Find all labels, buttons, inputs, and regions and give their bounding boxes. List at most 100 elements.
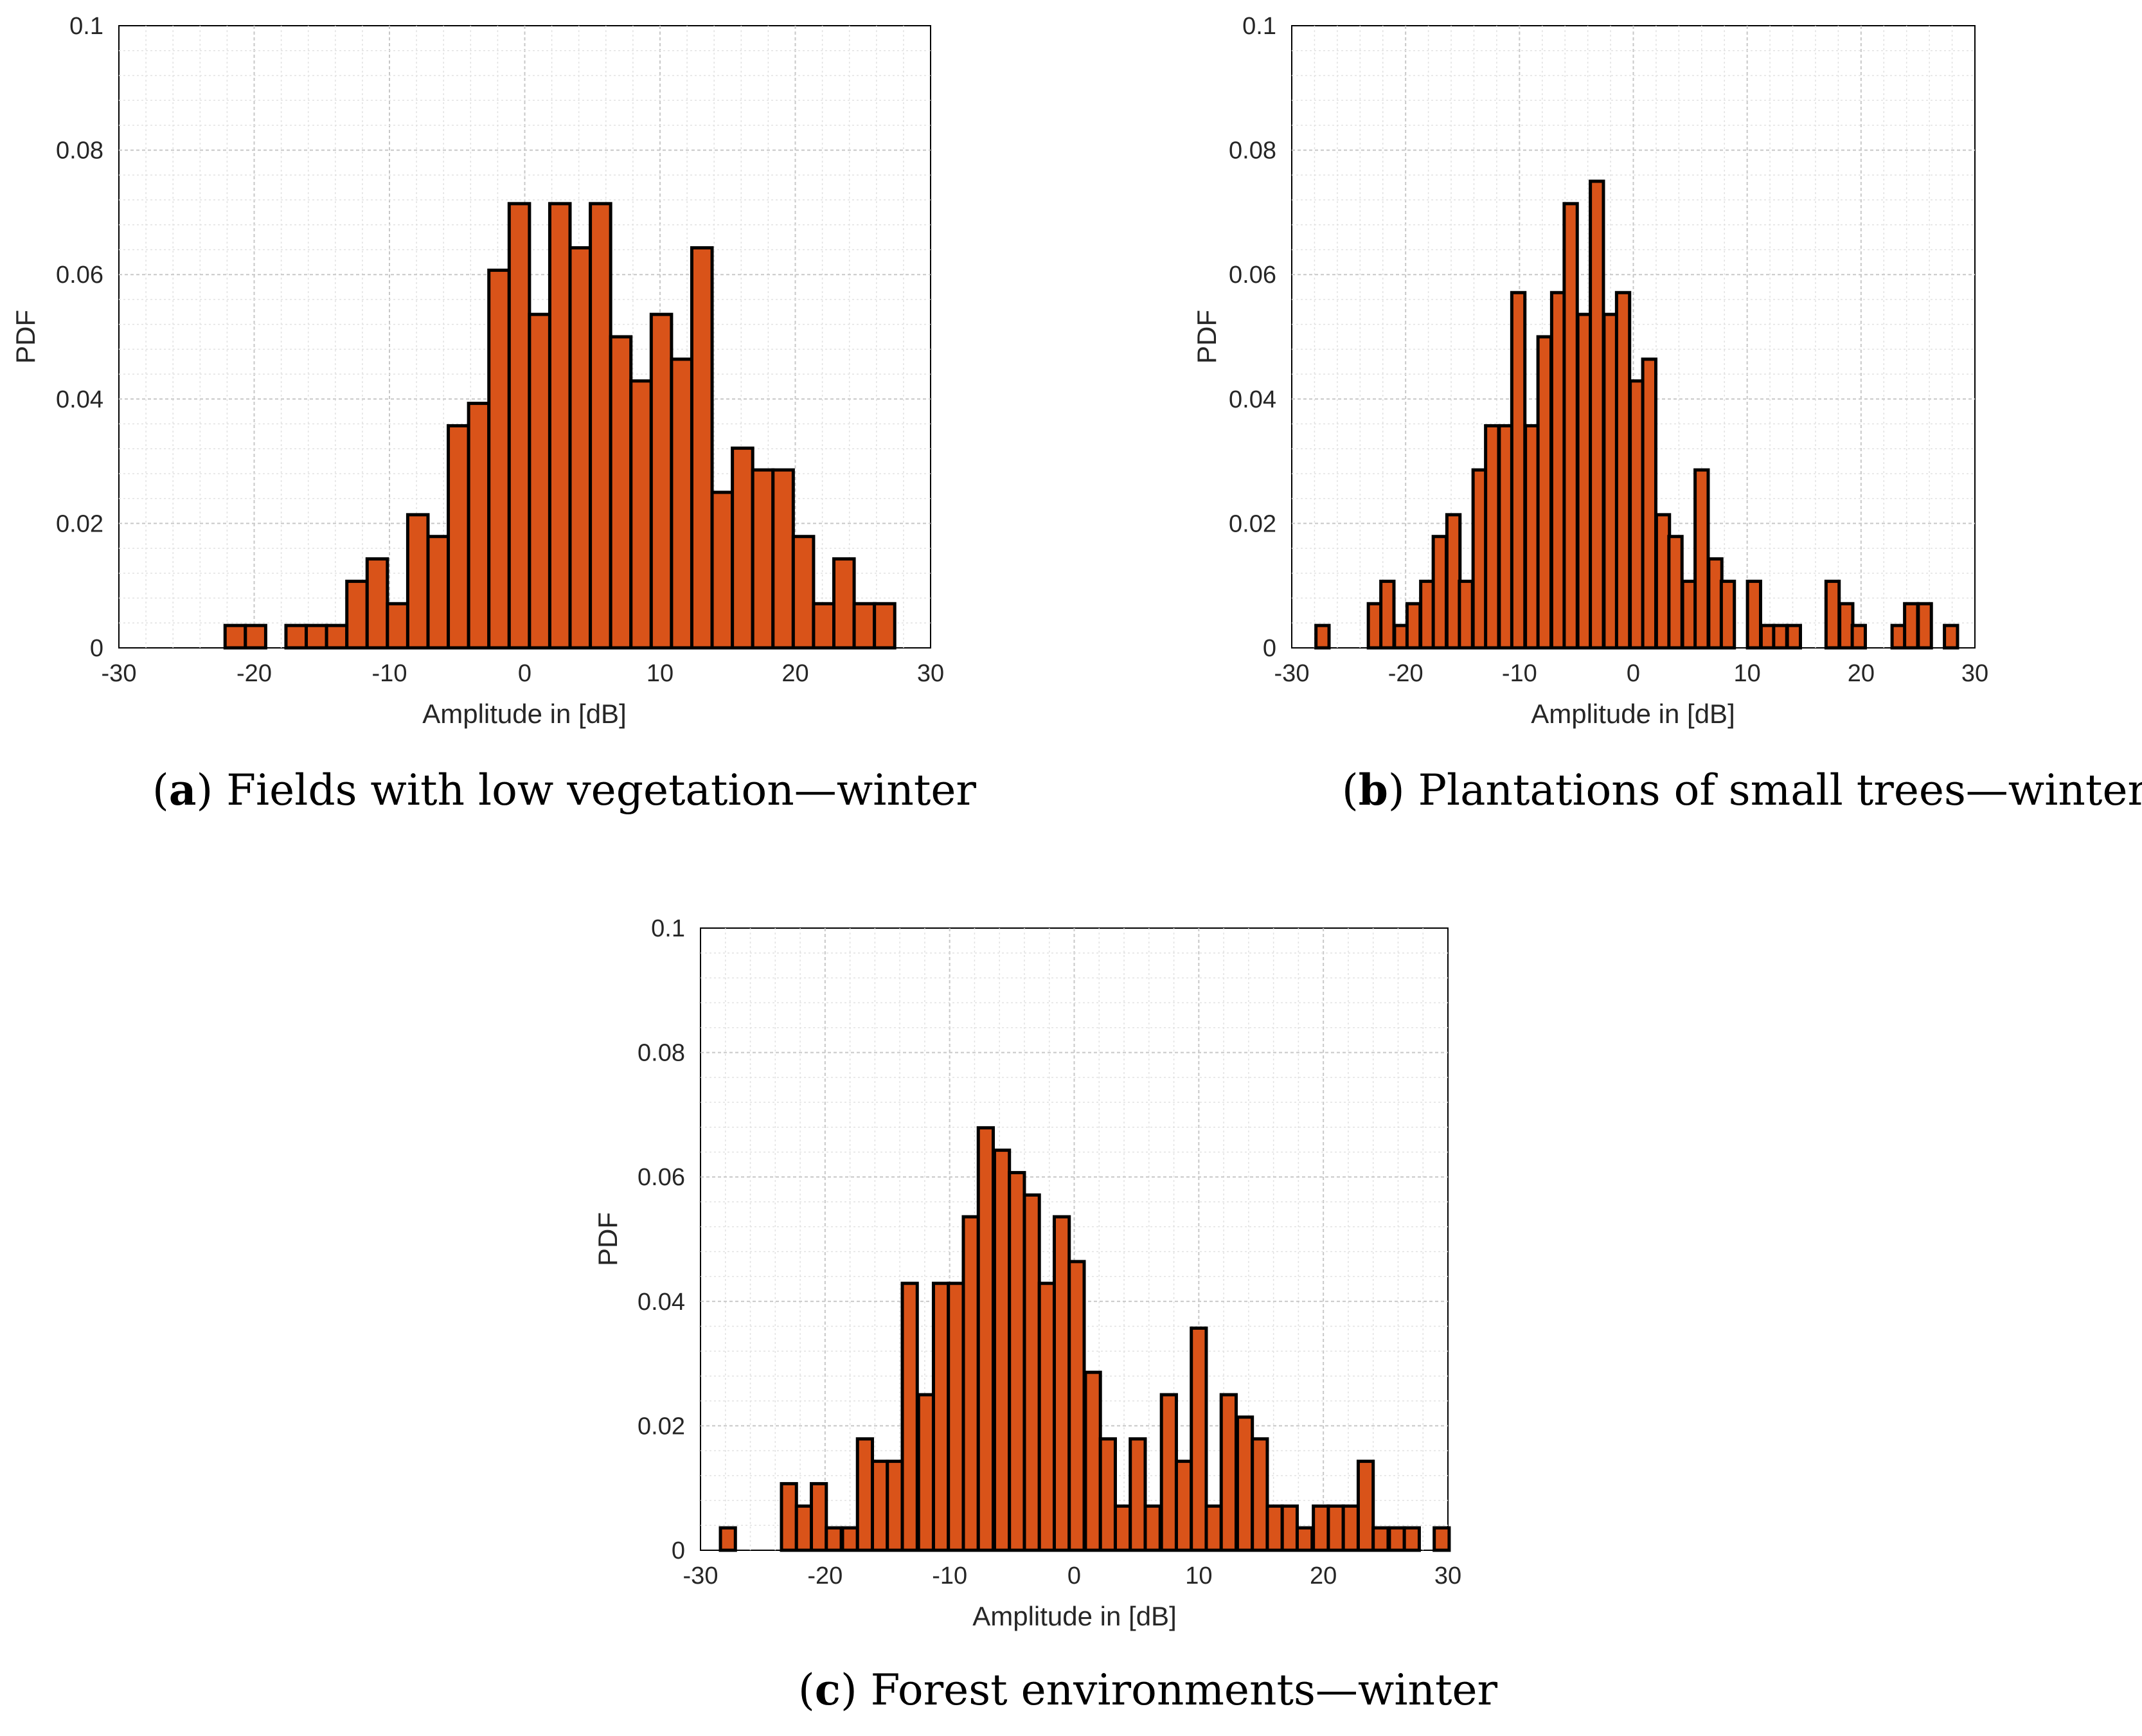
bar (1719, 579, 1736, 650)
bar (1008, 1170, 1026, 1552)
bar (406, 513, 430, 650)
y-tick-label: 0.1 (1242, 13, 1276, 40)
bar (870, 1460, 889, 1552)
bar (649, 312, 674, 650)
bar (1903, 602, 1920, 650)
bar (1371, 1526, 1390, 1552)
y-axis-label: PDF (593, 1212, 623, 1266)
bar (1667, 535, 1684, 650)
bar (1067, 1260, 1086, 1552)
bar (852, 602, 877, 650)
bar (810, 1481, 828, 1552)
x-tick-label: -20 (807, 1562, 843, 1589)
y-tick-label: 0.06 (56, 262, 103, 289)
x-tick-label: 10 (1185, 1562, 1212, 1589)
bar (1280, 1504, 1299, 1552)
bar (710, 490, 735, 650)
y-tick-label: 0.04 (56, 386, 103, 413)
bar (780, 1481, 798, 1552)
bar (855, 1437, 874, 1552)
bar (1379, 579, 1396, 650)
bar (947, 1282, 965, 1552)
bar (1251, 1437, 1269, 1552)
y-tick-label: 0.04 (1229, 386, 1276, 413)
y-tick-label: 0 (672, 1537, 685, 1564)
bar (528, 312, 551, 650)
y-tick-label: 0 (1263, 635, 1276, 662)
bar (1402, 1526, 1421, 1552)
bar (1265, 1504, 1284, 1552)
bar (1432, 1526, 1451, 1552)
bar (426, 535, 451, 650)
caption-text: Forest environments—winter (870, 1665, 1498, 1715)
y-tick-label: 0.1 (69, 13, 103, 40)
caption-a: (a) Fields with low vegetation—winter (152, 765, 976, 815)
x-tick-label: 0 (1067, 1562, 1081, 1589)
bar (718, 1526, 737, 1552)
caption-b: (b) Plantations of small trees—winter (1342, 765, 2142, 815)
bar (1204, 1504, 1223, 1552)
bar (1510, 291, 1527, 650)
y-tick-label: 0.04 (638, 1289, 685, 1316)
bar (1159, 1393, 1178, 1552)
x-tick-label: 10 (647, 660, 674, 687)
x-tick-label: -10 (1502, 660, 1537, 687)
bar (1037, 1282, 1056, 1552)
x-tick-label: 20 (781, 660, 808, 687)
x-tick-label: 30 (1434, 1562, 1461, 1589)
bar (873, 602, 897, 650)
bar (731, 446, 754, 650)
bar (976, 1126, 995, 1552)
bar (1022, 1193, 1041, 1552)
bar (1388, 1526, 1406, 1552)
x-tick-label: 0 (1627, 660, 1640, 687)
bar (1190, 1326, 1208, 1552)
bar (1314, 623, 1331, 650)
bar (1916, 602, 1933, 650)
y-tick-label: 0.06 (638, 1164, 685, 1191)
y-tick-label: 0.1 (651, 915, 685, 942)
x-tick-label: 30 (1961, 660, 1988, 687)
bar (548, 202, 572, 650)
bar (1098, 1437, 1117, 1552)
bar (1562, 202, 1579, 650)
bar (568, 246, 593, 650)
bar (916, 1393, 935, 1552)
bar (1458, 579, 1474, 650)
bar (589, 202, 612, 650)
bar (751, 468, 775, 650)
bar (1850, 623, 1867, 650)
caption-c: (c) Forest environments—winter (798, 1665, 1498, 1715)
bar (794, 1504, 814, 1552)
bar (1356, 1460, 1375, 1552)
bar (1484, 424, 1501, 650)
x-tick-label: 10 (1734, 660, 1761, 687)
x-tick-label: -20 (1388, 660, 1424, 687)
y-tick-label: 0.08 (56, 138, 103, 165)
bar (629, 379, 653, 650)
bar (900, 1282, 919, 1552)
y-tick-label: 0.08 (1229, 138, 1276, 165)
y-tick-label: 0.06 (1229, 262, 1276, 289)
bar (812, 602, 835, 650)
x-tick-label: -20 (237, 660, 272, 687)
y-axis-label: PDF (10, 310, 40, 364)
bar (1174, 1460, 1193, 1552)
bar (1235, 1415, 1254, 1552)
grid (119, 26, 931, 648)
bar (690, 246, 714, 650)
bar (1614, 291, 1632, 650)
bar (305, 623, 328, 650)
x-tick-label: -30 (683, 1562, 718, 1589)
chart-b: -30 -20 -10 0 10 20 30 0 0.02 0.04 0.06 0.08 0.1 Amp… (1191, 13, 1988, 729)
bar (1341, 1504, 1360, 1552)
caption-letter: a (168, 765, 197, 815)
bars (223, 202, 897, 650)
bar (1641, 357, 1657, 650)
x-tick-label: -10 (932, 1562, 967, 1589)
x-tick-label: 20 (1310, 1562, 1337, 1589)
x-tick-label: 30 (917, 660, 944, 687)
bar (841, 1526, 859, 1552)
bar (771, 468, 795, 650)
bar (365, 557, 389, 650)
